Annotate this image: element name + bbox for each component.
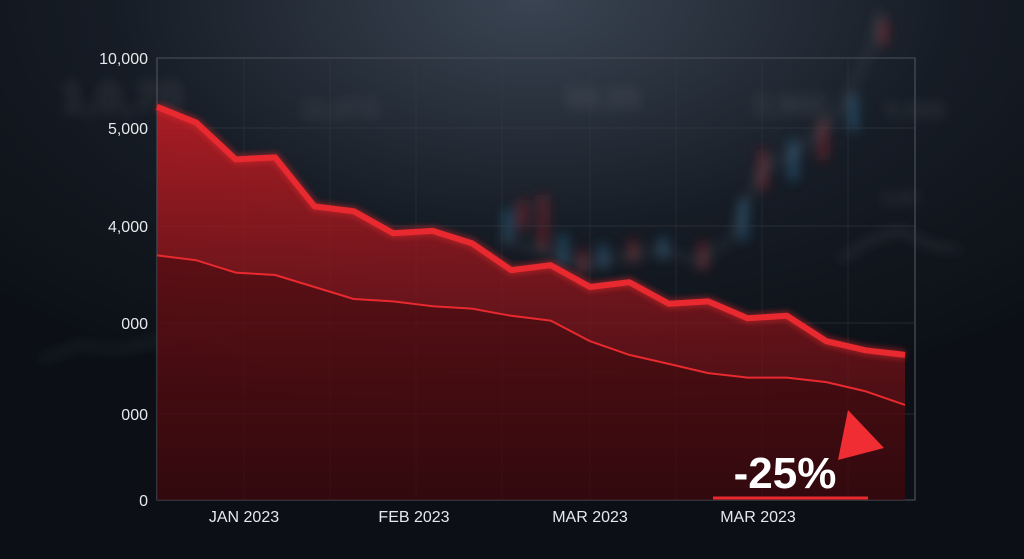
background-candle — [880, 20, 886, 45]
background-candle — [700, 242, 706, 270]
x-tick-label: MAR 2023 — [552, 509, 628, 526]
y-tick-label: 5,000 — [108, 121, 148, 138]
x-axis: JAN 2023 FEB 2023 MAR 2023 MAR 2023 — [209, 509, 796, 526]
background-sparkline — [839, 228, 961, 261]
y-tick-label: 0 — [139, 493, 148, 510]
background-number: 58,55 — [565, 82, 640, 115]
background-number: 11,073 — [300, 94, 378, 124]
y-tick-label: 4,000 — [108, 219, 148, 236]
series-upper-line — [155, 104, 906, 358]
area-fill — [157, 106, 905, 501]
y-tick-label: 000 — [121, 407, 148, 424]
background-candle — [600, 245, 606, 268]
background-candle — [660, 238, 666, 258]
y-tick-label: 10,000 — [99, 51, 148, 68]
background-number: 3,00 — [880, 188, 919, 210]
background-candle — [760, 150, 766, 190]
x-tick-label: MAR 2023 — [720, 509, 796, 526]
background-candle — [790, 140, 796, 180]
x-tick-label: FEB 2023 — [378, 509, 449, 526]
background-candle — [820, 120, 826, 160]
percent-change-label: -25% — [734, 449, 837, 498]
background-candle — [505, 210, 511, 240]
background-candle — [630, 240, 636, 262]
background-trend-line — [499, 9, 881, 266]
background-candle — [850, 95, 856, 130]
area-shadow — [157, 255, 905, 500]
series-lower-line — [156, 254, 906, 406]
background-candle — [740, 200, 746, 240]
x-tick-label: JAN 2023 — [209, 509, 279, 526]
series-layer — [155, 102, 906, 501]
background-candle — [540, 195, 546, 250]
background-number: 3,900 — [752, 89, 827, 122]
callout-group: -25% — [713, 410, 884, 500]
down-arrow-icon — [838, 410, 884, 460]
background-candle — [580, 250, 586, 275]
y-tick-label: 000 — [121, 316, 148, 333]
background-candle — [520, 200, 526, 230]
background-candle — [560, 235, 566, 265]
